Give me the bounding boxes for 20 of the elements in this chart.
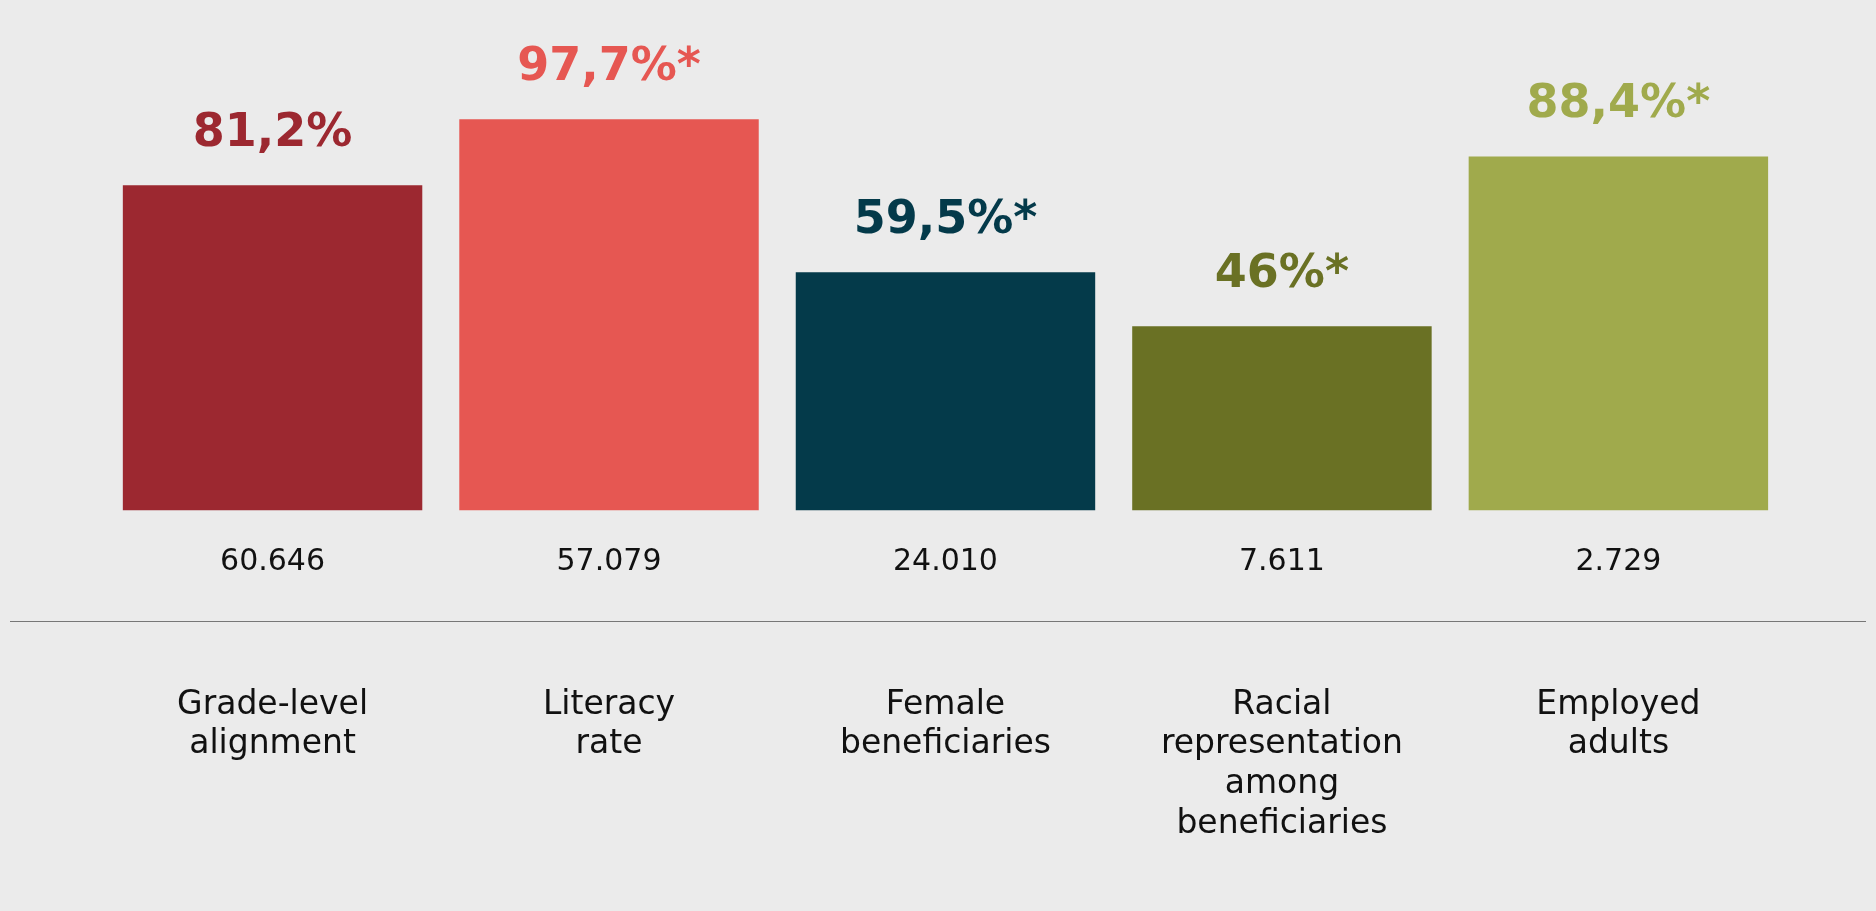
x-tick-label: Female beneficiaries bbox=[839, 682, 1051, 762]
data-label: 59,5%* bbox=[853, 190, 1038, 245]
text: 57.079 bbox=[556, 542, 662, 578]
x-tick-label: Employed adults bbox=[1536, 682, 1701, 762]
bar bbox=[1468, 156, 1769, 511]
bar bbox=[795, 272, 1096, 511]
bar bbox=[459, 119, 759, 511]
text: 24.010 bbox=[892, 542, 998, 578]
x-tick-label: Grade-level alignment bbox=[177, 682, 369, 762]
data-label: 46%* bbox=[1214, 244, 1350, 299]
x-tick-label: Literacy rate bbox=[542, 682, 676, 762]
text: 60.646 bbox=[220, 542, 326, 578]
text: 7.611 bbox=[1238, 542, 1325, 578]
text: 2.729 bbox=[1575, 542, 1662, 578]
x-tick-label: Racial representation among beneficiaries bbox=[1160, 682, 1403, 841]
data-label: 97,7%* bbox=[517, 37, 701, 92]
bar bbox=[1132, 326, 1432, 511]
data-label: 88,4%* bbox=[1526, 74, 1711, 129]
data-label: 81,2% bbox=[192, 103, 353, 158]
bar bbox=[122, 185, 423, 511]
